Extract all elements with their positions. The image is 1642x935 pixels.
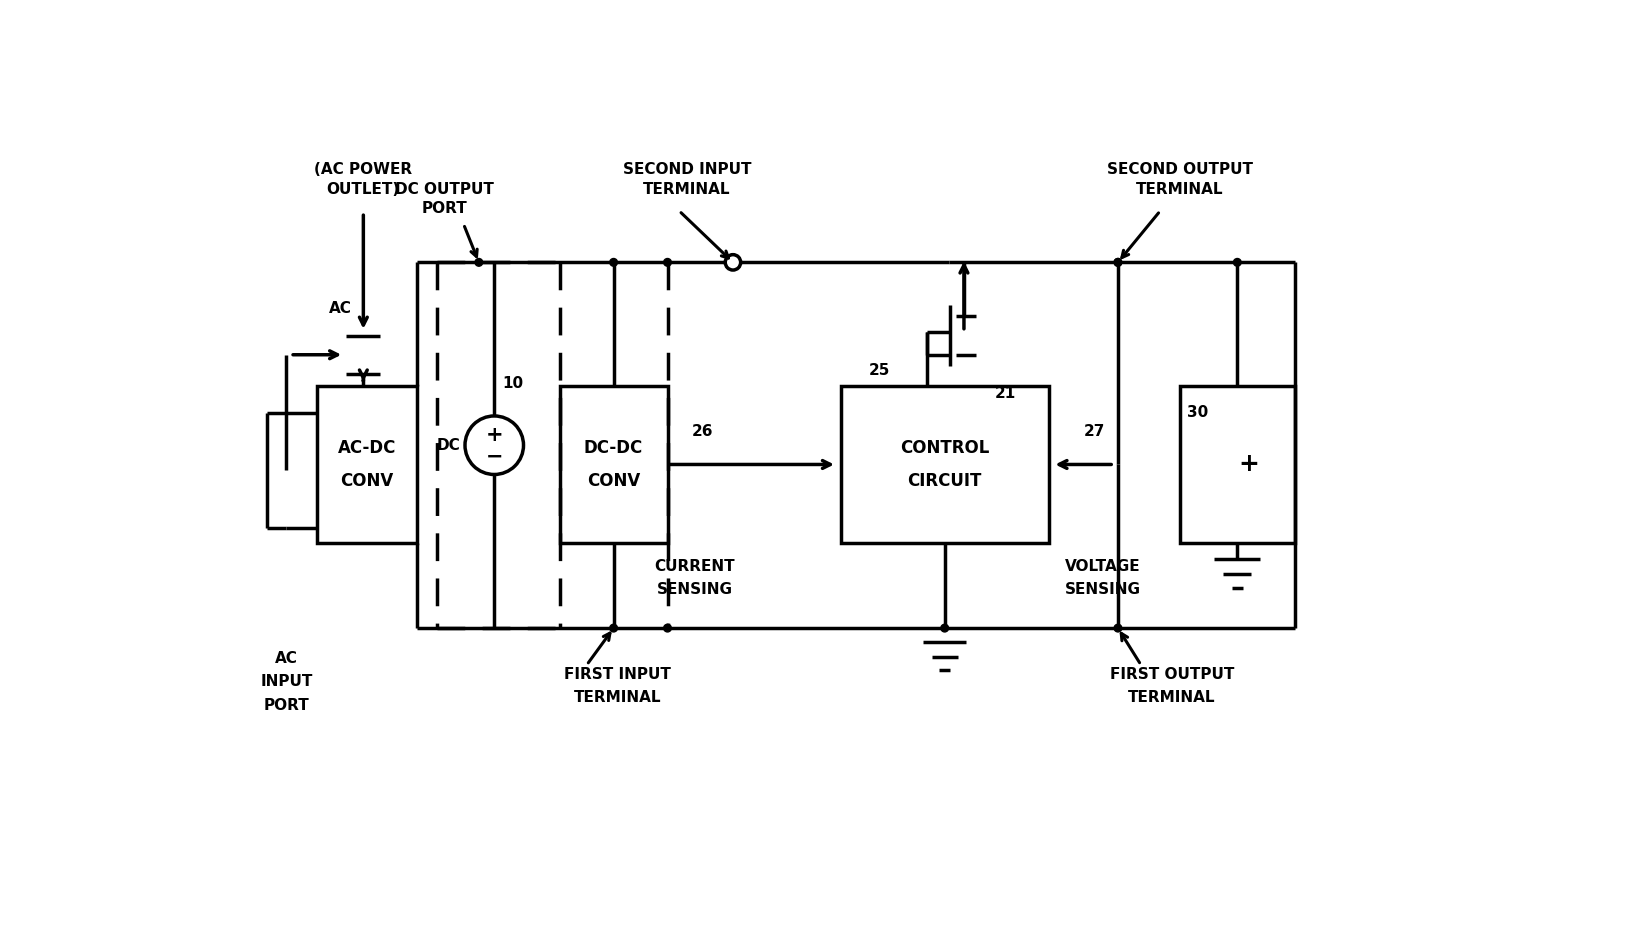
Text: 25: 25 — [869, 363, 890, 378]
Bar — [317, 385, 417, 543]
Circle shape — [941, 625, 949, 632]
Text: 27: 27 — [1084, 424, 1105, 439]
Circle shape — [609, 625, 617, 632]
Circle shape — [1115, 258, 1121, 266]
Text: (AC POWER: (AC POWER — [314, 163, 412, 178]
Text: OUTLET): OUTLET) — [327, 181, 401, 196]
Bar — [1179, 385, 1296, 543]
Text: TERMINAL: TERMINAL — [644, 181, 731, 196]
Circle shape — [609, 258, 617, 266]
Circle shape — [1115, 258, 1121, 266]
Bar — [841, 385, 1049, 543]
Text: DC: DC — [437, 438, 460, 453]
Text: CIRCUIT: CIRCUIT — [908, 472, 982, 491]
Text: PORT: PORT — [263, 698, 309, 712]
Text: −: − — [486, 447, 502, 467]
Text: VOLTAGE: VOLTAGE — [1064, 559, 1140, 574]
Text: FIRST OUTPUT: FIRST OUTPUT — [1110, 667, 1235, 682]
Text: +: + — [1238, 453, 1259, 477]
Text: AC: AC — [274, 652, 297, 667]
Text: 10: 10 — [502, 376, 524, 391]
Circle shape — [1115, 625, 1121, 632]
Text: CONTROL: CONTROL — [900, 439, 990, 456]
Text: 21: 21 — [995, 386, 1016, 401]
Text: TERMINAL: TERMINAL — [1136, 181, 1223, 196]
Text: +: + — [486, 425, 502, 445]
Text: TERMINAL: TERMINAL — [573, 690, 662, 705]
Circle shape — [475, 258, 483, 266]
Text: PORT: PORT — [422, 201, 466, 216]
Text: AC-DC: AC-DC — [338, 439, 396, 456]
Text: CURRENT: CURRENT — [654, 559, 734, 574]
Circle shape — [663, 625, 672, 632]
Text: SENSING: SENSING — [657, 583, 732, 597]
Text: 30: 30 — [1187, 405, 1209, 420]
Circle shape — [1233, 258, 1241, 266]
Text: DC-DC: DC-DC — [585, 439, 644, 456]
Circle shape — [663, 258, 672, 266]
Text: DC OUTPUT: DC OUTPUT — [394, 181, 494, 196]
Text: INPUT: INPUT — [259, 674, 312, 689]
Text: SECOND OUTPUT: SECOND OUTPUT — [1107, 163, 1253, 178]
Text: FIRST INPUT: FIRST INPUT — [563, 667, 672, 682]
Text: TERMINAL: TERMINAL — [1128, 690, 1215, 705]
Bar — [560, 385, 668, 543]
Text: SECOND INPUT: SECOND INPUT — [622, 163, 750, 178]
Text: CONV: CONV — [586, 472, 640, 491]
Text: 26: 26 — [691, 424, 713, 439]
Text: CONV: CONV — [340, 472, 394, 491]
Text: SENSING: SENSING — [1064, 583, 1141, 597]
Text: AC: AC — [328, 301, 351, 316]
